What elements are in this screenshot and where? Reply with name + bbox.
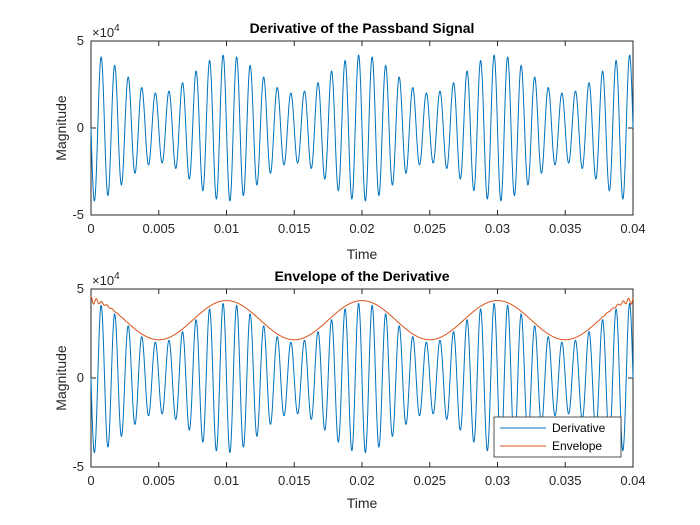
y-exponent: ×104: [92, 23, 120, 40]
x-tick-label: 0.035: [549, 473, 582, 488]
legend-label-derivative: Derivative: [552, 421, 606, 435]
y-exponent-power: 4: [114, 23, 120, 34]
x-tick-label: 0.015: [278, 473, 311, 488]
subplot-derivative: Derivative of the Passband Signal Time M…: [53, 20, 646, 262]
x-tick-label: 0.03: [485, 221, 510, 236]
y-tick-label: 5: [77, 281, 84, 296]
legend: Derivative Envelope: [493, 416, 622, 458]
x-tick-label: 0.035: [549, 221, 582, 236]
y-tick-label: 0: [77, 370, 84, 385]
chart-title: Derivative of the Passband Signal: [250, 20, 475, 36]
y-exponent-base: ×10: [92, 25, 114, 40]
y-tick-label: 5: [77, 33, 84, 48]
x-tick-label: 0.02: [349, 473, 374, 488]
y-exponent: ×104: [92, 271, 120, 288]
axis-ticks: 0 0.005 0.01 0.015 0.02 0.025 0.03 0.035 0.0450-…: [72, 281, 645, 488]
x-tick-label: 0: [87, 473, 94, 488]
x-tick-label: 0.04: [620, 221, 645, 236]
subplot-envelope: Envelope of the Derivative Time Magnitud…: [53, 268, 646, 511]
y-exponent-power: 4: [114, 271, 120, 282]
y-tick-label: 0: [77, 120, 84, 135]
x-tick-label: 0.025: [413, 473, 446, 488]
x-tick-label: 0.015: [278, 221, 311, 236]
legend-box: [493, 416, 622, 458]
x-axis-label: Time: [347, 495, 378, 511]
y-tick-label: -5: [72, 207, 84, 222]
x-tick-label: 0.02: [349, 221, 374, 236]
x-tick-label: 0.01: [214, 221, 239, 236]
x-tick-label: 0.025: [413, 221, 446, 236]
derivative-line: [90, 54, 634, 202]
y-exponent-base: ×10: [92, 273, 114, 288]
x-tick-label: 0.005: [142, 221, 175, 236]
legend-label-envelope: Envelope: [552, 439, 602, 453]
x-tick-label: 0.005: [142, 473, 175, 488]
x-tick-label: 0.01: [214, 473, 239, 488]
x-tick-label: 0.03: [485, 473, 510, 488]
envelope-line: [90, 295, 634, 341]
y-axis-label: Magnitude: [53, 95, 69, 161]
x-axis-label: Time: [347, 246, 378, 262]
x-tick-label: 0: [87, 221, 94, 236]
chart-title: Envelope of the Derivative: [274, 268, 449, 284]
axis-ticks: 0 0.005 0.01 0.015 0.02 0.025 0.03 0.035 0.0450-…: [72, 33, 645, 236]
x-tick-label: 0.04: [620, 473, 645, 488]
y-axis-label: Magnitude: [53, 345, 69, 411]
y-tick-label: -5: [72, 459, 84, 474]
